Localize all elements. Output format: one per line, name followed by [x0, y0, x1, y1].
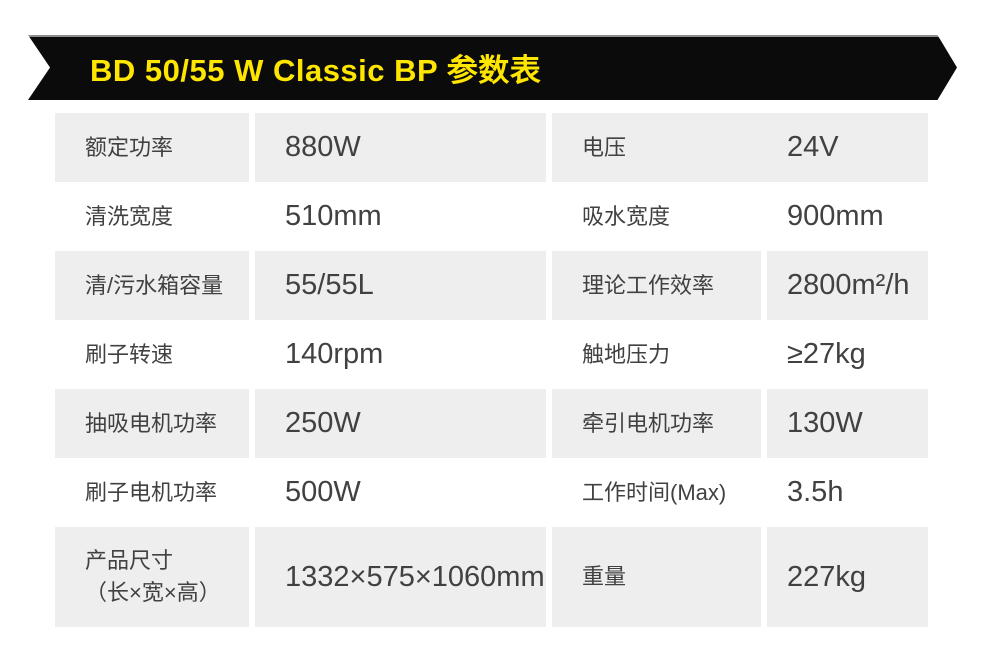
spec-label: 清洗宽度 — [85, 203, 174, 229]
spec-value-cell: 24V — [767, 113, 928, 182]
spec-label-cell: 触地压力 — [552, 320, 761, 389]
spec-value: ≥27kg — [787, 338, 866, 371]
spec-label-cell: 牵引电机功率 — [552, 389, 761, 458]
spec-label: 吸水宽度 — [582, 203, 671, 229]
table-row: 清/污水箱容量 55/55L 理论工作效率 2800m²/h — [55, 251, 928, 320]
spec-label-cell: 吸水宽度 — [552, 182, 761, 251]
spec-value: 2800m²/h — [787, 269, 910, 302]
spec-value: 510mm — [285, 200, 382, 233]
page-title: BD 50/55 W Classic BP 参数表 — [90, 53, 542, 88]
spec-value-cell: 140rpm — [255, 320, 546, 389]
spec-label: 牵引电机功率 — [582, 410, 715, 436]
spec-label-cell: 重量 — [552, 527, 761, 627]
spec-value-cell: 900mm — [767, 182, 928, 251]
spec-value: 250W — [285, 407, 361, 440]
spec-label: 清/污水箱容量 — [85, 272, 224, 298]
spec-value: 24V — [787, 131, 839, 164]
spec-value-cell: 3.5h — [767, 458, 928, 527]
spec-value-cell: 880W — [255, 113, 546, 182]
spec-label-cell: 产品尺寸 （长×宽×高） — [55, 527, 249, 627]
spec-value-cell: 130W — [767, 389, 928, 458]
spec-label: 额定功率 — [85, 134, 174, 160]
spec-label-cell: 电压 — [552, 113, 761, 182]
table-row: 抽吸电机功率 250W 牵引电机功率 130W — [55, 389, 928, 458]
spec-value: 880W — [285, 131, 361, 164]
spec-value: 227kg — [787, 560, 867, 593]
table-row: 产品尺寸 （长×宽×高） 1332×575×1060mm 重量 227kg — [55, 527, 928, 627]
spec-value-cell: 2800m²/h — [767, 251, 928, 320]
spec-label-cell: 抽吸电机功率 — [55, 389, 249, 458]
table-row: 清洗宽度 510mm 吸水宽度 900mm — [55, 182, 928, 251]
spec-value: 1332×575×1060mm — [285, 560, 545, 593]
spec-table: 额定功率 880W 电压 24V 清洗宽度 510mm 吸水宽度 — [55, 113, 928, 627]
spec-label-cell: 额定功率 — [55, 113, 249, 182]
spec-value-cell: 227kg — [767, 527, 928, 627]
spec-label: 刷子转速 — [85, 341, 174, 367]
spec-label: 电压 — [582, 134, 627, 160]
spec-label-cell: 刷子电机功率 — [55, 458, 249, 527]
spec-value-cell: 55/55L — [255, 251, 546, 320]
spec-label: 重量 — [582, 564, 627, 590]
table-row: 额定功率 880W 电压 24V — [55, 113, 928, 182]
spec-value-cell: 510mm — [255, 182, 546, 251]
spec-label-cell: 工作时间(Max) — [552, 458, 761, 527]
spec-value: 3.5h — [787, 476, 844, 509]
spec-label: 工作时间(Max) — [582, 479, 727, 505]
spec-value-cell: 500W — [255, 458, 546, 527]
spec-value: 500W — [285, 476, 361, 509]
spec-value-cell: ≥27kg — [767, 320, 928, 389]
spec-value-cell: 250W — [255, 389, 546, 458]
spec-value: 55/55L — [285, 269, 374, 302]
spec-label-cell: 清洗宽度 — [55, 182, 249, 251]
spec-label: 抽吸电机功率 — [85, 410, 218, 436]
spec-value: 900mm — [787, 200, 884, 233]
title-banner: BD 50/55 W Classic BP 参数表 — [28, 35, 957, 100]
spec-label: 理论工作效率 — [582, 272, 715, 298]
spec-value: 140rpm — [285, 338, 384, 371]
spec-value-cell: 1332×575×1060mm — [255, 527, 546, 627]
spec-value: 130W — [787, 407, 863, 440]
spec-label: 触地压力 — [582, 341, 671, 367]
spec-label: 产品尺寸 （长×宽×高） — [85, 548, 221, 605]
spec-label-cell: 刷子转速 — [55, 320, 249, 389]
spec-label-cell: 清/污水箱容量 — [55, 251, 249, 320]
spec-label-cell: 理论工作效率 — [552, 251, 761, 320]
spec-label: 刷子电机功率 — [85, 479, 218, 505]
table-row: 刷子电机功率 500W 工作时间(Max) 3.5h — [55, 458, 928, 527]
table-row: 刷子转速 140rpm 触地压力 ≥27kg — [55, 320, 928, 389]
